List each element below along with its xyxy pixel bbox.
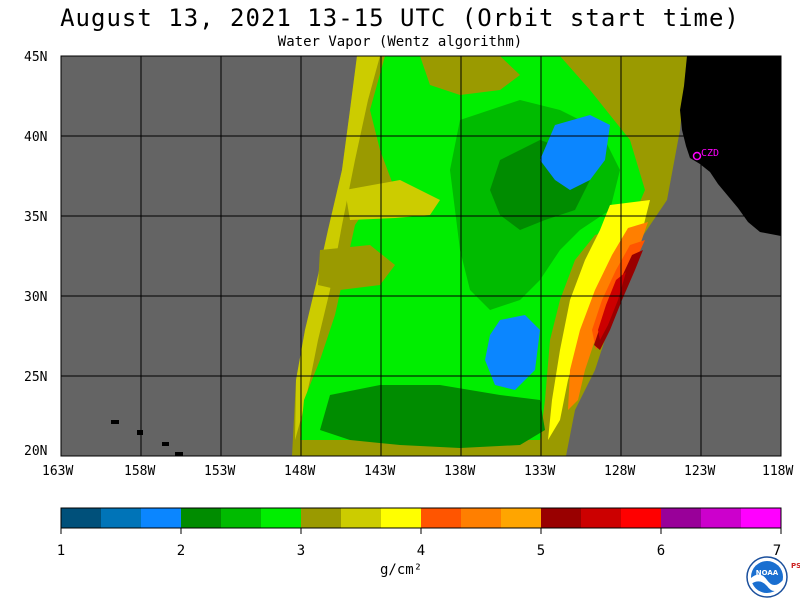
map-subtitle: Water Vapor (Wentz algorithm) — [277, 34, 523, 50]
legend-swatch — [741, 508, 782, 528]
psl-mark: PSL — [791, 562, 800, 570]
legend-swatch — [421, 508, 462, 528]
station-marker — [692, 151, 702, 161]
lon-label: 158W — [124, 464, 155, 479]
hawaii-island — [162, 442, 169, 446]
legend-tick-label: 4 — [417, 543, 425, 559]
legend-swatch — [701, 508, 742, 528]
lon-label: 148W — [284, 464, 315, 479]
legend-swatch — [181, 508, 222, 528]
legend-swatch — [301, 508, 342, 528]
lon-label: 128W — [604, 464, 635, 479]
lat-label: 35N — [24, 210, 47, 225]
legend-swatch — [261, 508, 302, 528]
water-vapor-low-south — [485, 315, 540, 390]
map-title: August 13, 2021 13-15 UTC (Orbit start t… — [60, 4, 740, 32]
legend-swatch — [581, 508, 622, 528]
legend-swatch — [221, 508, 262, 528]
map-grid — [61, 56, 781, 456]
water-vapor-low-north — [540, 115, 610, 190]
noaa-logo: NOAA — [746, 556, 788, 598]
legend-swatch — [381, 508, 422, 528]
legend-unit: g/cm² — [380, 562, 423, 578]
legend-swatch — [141, 508, 182, 528]
swath-edge-west — [295, 56, 380, 440]
lat-label: 45N — [24, 50, 47, 65]
lat-label: 30N — [24, 290, 47, 305]
legend-tick-label: 3 — [297, 543, 305, 559]
swath-olive-north — [420, 56, 520, 95]
legend-swatch — [341, 508, 382, 528]
station-label: CZD — [701, 148, 719, 159]
hawaii-island — [175, 452, 183, 456]
plume-red — [598, 272, 626, 340]
legend-tick-label: 7 — [773, 543, 781, 559]
svg-text:NOAA: NOAA — [756, 569, 779, 577]
lat-label: 25N — [24, 370, 47, 385]
hawaii-island — [111, 420, 119, 424]
legend-swatch — [101, 508, 142, 528]
lon-label: 163W — [42, 464, 73, 479]
legend-tick-label: 6 — [657, 543, 665, 559]
land-north-america — [680, 56, 781, 236]
lon-label: 153W — [204, 464, 235, 479]
lon-label: 138W — [444, 464, 475, 479]
hawaii-island — [137, 430, 143, 435]
legend-swatch — [541, 508, 582, 528]
lat-label: 40N — [24, 130, 47, 145]
legend-tick-label: 5 — [537, 543, 545, 559]
swath-green-south — [320, 385, 545, 448]
legend-swatch — [461, 508, 502, 528]
map-frame — [60, 55, 782, 457]
legend-swatch — [621, 508, 662, 528]
legend-tick-label: 1 — [57, 543, 65, 559]
lon-label: 133W — [524, 464, 555, 479]
swath-olive-mid — [345, 180, 440, 220]
lat-label: 20N — [24, 444, 47, 459]
lon-label: 118W — [762, 464, 793, 479]
legend-swatch — [501, 508, 542, 528]
lon-label: 123W — [684, 464, 715, 479]
legend-swatch — [661, 508, 702, 528]
swath-olive-mid2 — [318, 245, 395, 290]
lon-label: 143W — [364, 464, 395, 479]
legend-tick-label: 2 — [177, 543, 185, 559]
legend-swatch — [61, 508, 102, 528]
